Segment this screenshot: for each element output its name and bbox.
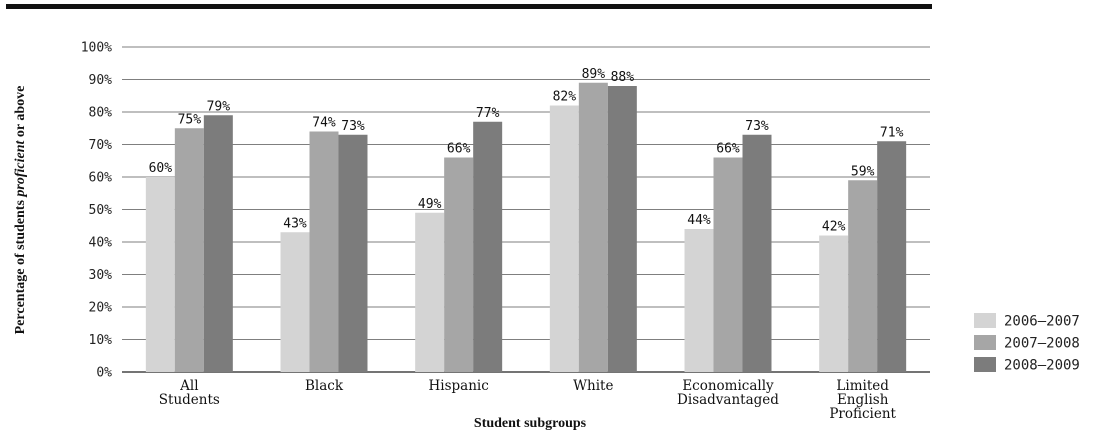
x-axis-title: Student subgroups <box>474 416 587 431</box>
data-label: 44% <box>687 213 711 228</box>
bar <box>203 115 233 372</box>
gridlines <box>122 46 930 373</box>
category-label: White <box>573 378 613 394</box>
legend-swatch <box>974 313 996 328</box>
bar <box>174 128 204 372</box>
data-label: 59% <box>851 164 875 179</box>
y-tick-label: 100% <box>81 41 112 56</box>
data-label: 42% <box>822 220 846 235</box>
y-tick-label: 90% <box>89 73 113 88</box>
data-label: 88% <box>611 70 635 85</box>
y-tick-label: 0% <box>96 366 112 381</box>
category-label: Black <box>305 378 344 394</box>
y-axis-title-part-2: proficient <box>13 139 28 197</box>
data-label: 73% <box>745 119 769 134</box>
data-label: 71% <box>880 125 904 140</box>
category-label: All <box>179 378 198 394</box>
legend-label: 2006–2007 <box>1004 314 1080 330</box>
bar <box>338 134 368 372</box>
y-tick-label: 30% <box>89 268 113 283</box>
y-axis-ticks: 0% 10% 20% 30% 40% 50% 60% 70% 80% 90% 100% <box>81 41 112 381</box>
y-tick-label: 50% <box>89 203 113 218</box>
bar <box>280 232 310 372</box>
y-tick-label: 40% <box>89 236 113 251</box>
category-label: English <box>837 392 889 408</box>
category-label: Students <box>159 392 220 408</box>
bar <box>713 157 743 372</box>
legend-label: 2007–2008 <box>1004 336 1080 352</box>
y-axis-title: Percentage of students proficient or abo… <box>13 86 28 335</box>
bar <box>473 121 503 372</box>
data-label: 74% <box>312 116 336 131</box>
category-label: Limited <box>836 378 889 394</box>
bar <box>607 86 637 372</box>
data-label: 82% <box>553 90 577 105</box>
bar <box>819 235 849 372</box>
top-rule <box>6 4 932 9</box>
bar <box>145 177 175 372</box>
data-label: 75% <box>178 112 202 127</box>
bar <box>742 134 772 372</box>
data-labels: 60% 75% 79% 43% 74% 73% 49% 66% 77% 82% 89% 88% 44% 6… <box>149 67 904 235</box>
bar <box>444 157 474 372</box>
data-label: 66% <box>716 142 740 157</box>
category-label: Hispanic <box>429 378 489 394</box>
bar <box>684 229 714 372</box>
bar <box>578 82 608 372</box>
legend-label: 2008–2009 <box>1004 358 1080 374</box>
bar <box>549 105 579 372</box>
category-label: Disadvantaged <box>677 392 779 408</box>
y-axis-title-part-3: or above <box>13 86 28 141</box>
legend: 2006–2007 2007–2008 2008–2009 <box>974 313 1080 374</box>
bar <box>309 131 339 372</box>
data-label: 73% <box>341 119 365 134</box>
y-tick-label: 70% <box>89 138 113 153</box>
y-tick-label: 10% <box>89 333 113 348</box>
y-axis-title-part-1: Percentage of students <box>13 197 28 335</box>
bar <box>848 180 878 372</box>
bars <box>145 82 907 372</box>
bar <box>415 212 445 372</box>
category-label: Economically <box>682 378 774 394</box>
y-tick-label: 80% <box>89 106 113 121</box>
data-label: 89% <box>582 67 606 82</box>
y-tick-label: 20% <box>89 301 113 316</box>
data-label: 60% <box>149 161 173 176</box>
data-label: 79% <box>207 99 231 114</box>
data-label: 77% <box>476 106 500 121</box>
legend-swatch <box>974 357 996 372</box>
legend-swatch <box>974 335 996 350</box>
data-label: 49% <box>418 197 442 212</box>
bar <box>877 141 907 372</box>
data-label: 43% <box>283 216 307 231</box>
category-label: Proficient <box>829 406 896 422</box>
y-tick-label: 60% <box>89 171 113 186</box>
data-label: 66% <box>447 142 471 157</box>
